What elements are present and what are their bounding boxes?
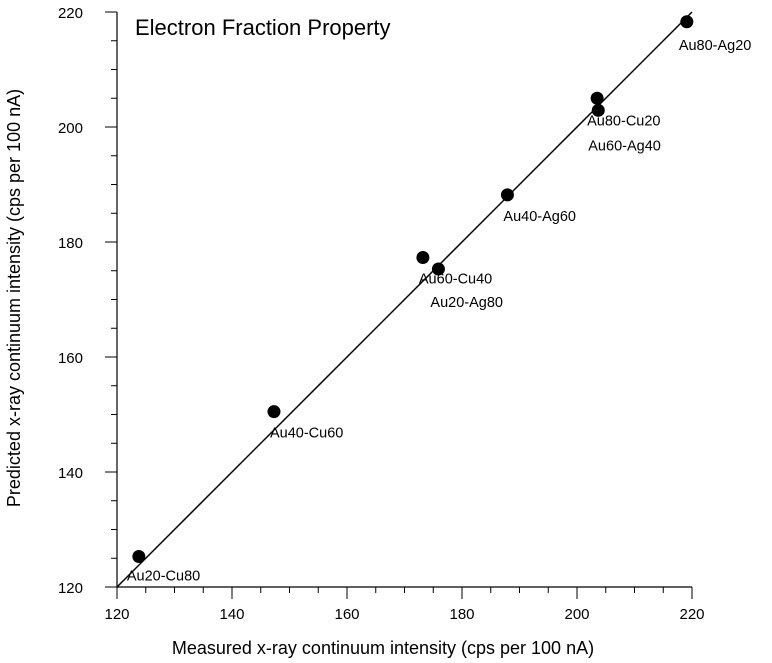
point-label: Au80-Cu20 [587,113,660,129]
data-point [500,188,514,202]
x-axis-title: Measured x-ray continuum intensity (cps … [172,638,594,658]
y-tick-label: 120 [58,580,83,597]
data-point [680,15,694,29]
data-point [590,91,604,105]
y-tick-label: 200 [58,120,83,137]
point-label: Au80-Ag20 [679,38,752,54]
y-tick-label: 180 [58,235,83,252]
x-tick-label: 140 [219,606,244,623]
points-layer [132,15,694,564]
data-point [267,405,281,419]
data-point [132,550,146,564]
axes: 120 140 160 180 200 220 120 140 160 180 200 220 [58,5,705,623]
one-to-one-line [116,11,693,588]
x-tick-label: 180 [449,606,474,623]
point-label: Au60-Cu40 [419,272,492,288]
y-axis-title: Predicted x-ray continuum intensity (cps… [4,89,24,507]
x-tick-label: 220 [679,606,704,623]
point-labels-layer: Au20-Cu80 Au40-Cu60 Au60-Cu40 Au20-Ag80 Au40… [127,38,752,585]
y-tick-label: 140 [58,465,83,482]
chart-title: Electron Fraction Property [135,15,391,40]
reference-line-layer [116,11,693,588]
point-label: Au40-Ag60 [503,209,576,225]
y-tick-label: 220 [58,5,83,22]
x-tick-label: 200 [564,606,589,623]
x-tick-label: 120 [104,606,129,623]
point-label: Au20-Cu80 [127,569,200,585]
point-label: Au20-Ag80 [430,295,503,311]
data-point [431,262,445,276]
point-label: Au40-Cu60 [270,426,343,442]
data-point [416,251,430,265]
data-point [591,103,605,117]
y-tick-label: 160 [58,350,83,367]
x-tick-label: 160 [334,606,359,623]
point-label: Au60-Ag40 [588,138,661,154]
